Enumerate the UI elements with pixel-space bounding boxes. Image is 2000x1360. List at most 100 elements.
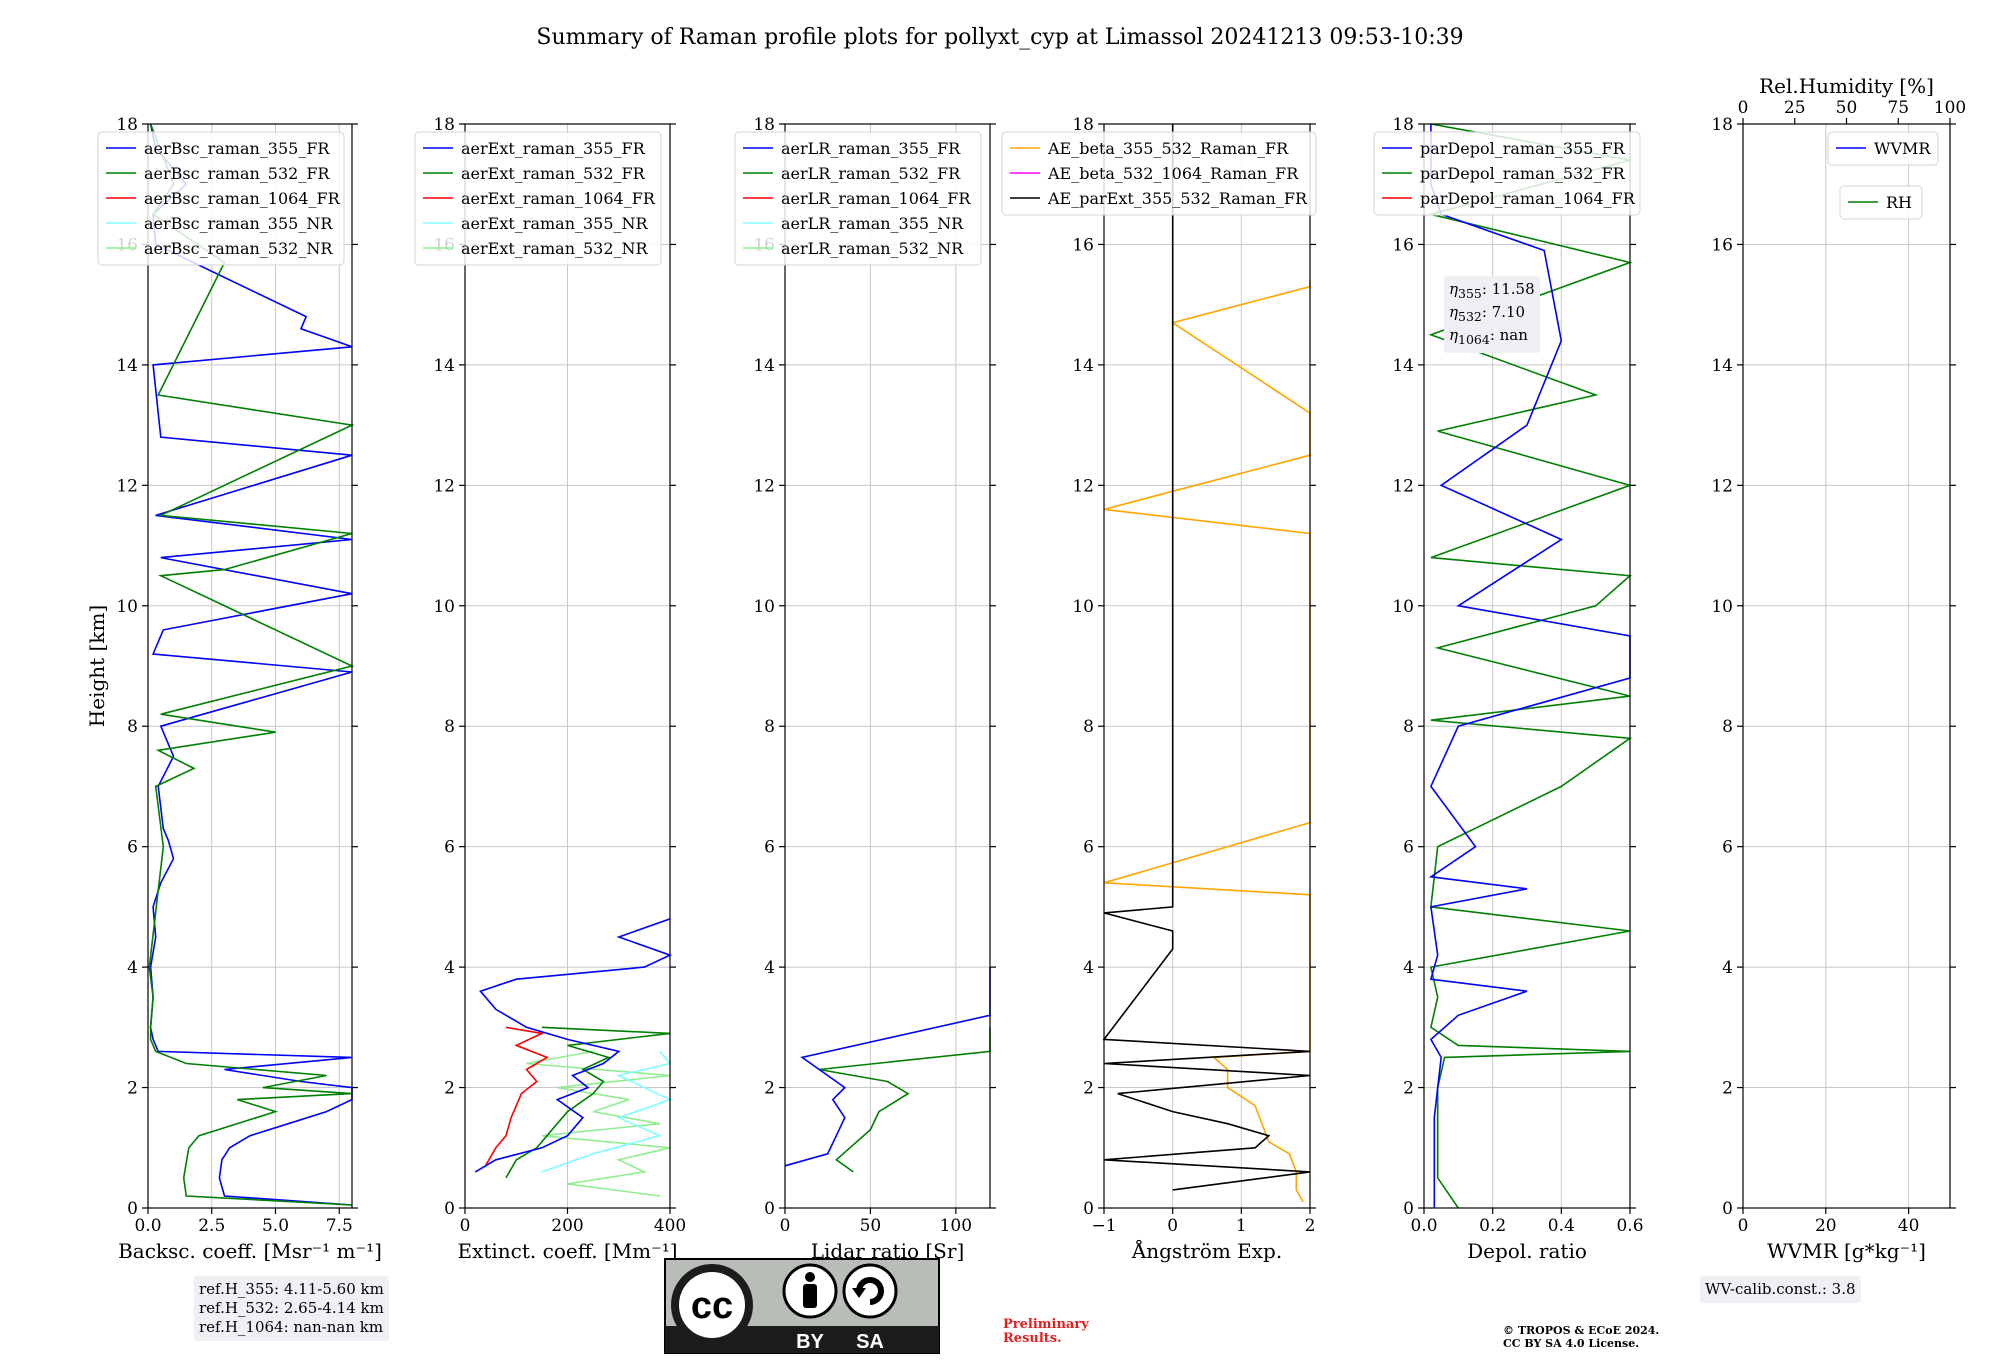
y-tick-label: 0: [127, 1199, 138, 1219]
y-tick-label: 2: [127, 1079, 138, 1099]
y-tick-label: 14: [1072, 356, 1094, 376]
plot-frame: [784, 123, 991, 1209]
legend-label: aerBsc_raman_532_FR: [144, 164, 330, 183]
legend-label: aerBsc_raman_532_NR: [144, 239, 333, 258]
y-tick-label: 12: [1711, 476, 1733, 496]
ref-h-1064: ref.H_1064: nan-nan km: [199, 1318, 384, 1336]
y-tick-label: 8: [127, 717, 138, 737]
y-tick-label: 6: [1722, 838, 1733, 858]
cc-by-sa-logo: cc BY SA: [664, 1258, 940, 1354]
top-x-axis-label: Rel.Humidity [%]: [1759, 74, 1934, 98]
y-tick-label: 6: [127, 838, 138, 858]
reference-height-box: ref.H_355: 4.11-5.60 km ref.H_532: 2.65-…: [194, 1276, 389, 1341]
x-tick-label: 2: [1305, 1216, 1316, 1236]
top-x-tick-label: 50: [1836, 98, 1858, 118]
legend-wvmr: WVMR: [1827, 131, 1939, 166]
y-tick-label: 0: [1722, 1199, 1733, 1219]
figure-title: Summary of Raman profile plots for polly…: [536, 25, 1463, 50]
legend-label: aerLR_raman_1064_FR: [781, 189, 971, 208]
preliminary-line-1: Preliminary: [1003, 1317, 1089, 1332]
plot-frame: [1423, 123, 1631, 1209]
series-line-aerExt_raman_355_FR: [474, 918, 673, 1173]
y-tick-label: 10: [1392, 597, 1414, 617]
x-tick-label: 0.4: [1548, 1216, 1575, 1236]
legend-label: parDepol_raman_532_FR: [1420, 164, 1626, 183]
legend-dep: parDepol_raman_355_FR parDepol_raman_532_…: [1373, 131, 1641, 216]
y-tick-label: 18: [1072, 115, 1094, 135]
y-tick-label: 18: [753, 115, 775, 135]
top-x-tick-label: 25: [1784, 98, 1806, 118]
y-tick-label: 2: [1083, 1079, 1094, 1099]
x-axis-label: Backsc. coeff. [Msr⁻¹ m⁻¹]: [118, 1239, 382, 1263]
y-tick-label: 16: [1072, 235, 1094, 255]
y-tick-label: 10: [433, 597, 455, 617]
x-tick-label: 0: [1167, 1216, 1178, 1236]
legend-label: AE_parExt_355_532_Raman_FR: [1047, 189, 1308, 208]
x-axis-label: Depol. ratio: [1467, 1239, 1587, 1263]
legend-label: aerLR_raman_355_FR: [781, 139, 961, 158]
by-label: BY: [796, 1331, 824, 1353]
legend-label: parDepol_raman_355_FR: [1420, 139, 1626, 158]
y-tick-label: 8: [1403, 717, 1414, 737]
series-line-aerExt_raman_1064_FR: [484, 1026, 549, 1167]
legend-ext: aerExt_raman_355_FR aerExt_raman_532_FRae…: [414, 131, 662, 266]
legend-label: aerLR_raman_532_FR: [781, 164, 961, 183]
y-tick-label: 18: [1392, 115, 1414, 135]
y-tick-label: 2: [1403, 1079, 1414, 1099]
legend-label: aerExt_raman_1064_FR: [461, 189, 656, 208]
y-tick-label: 2: [444, 1079, 455, 1099]
y-tick-label: 4: [764, 958, 775, 978]
y-tick-label: 8: [764, 717, 775, 737]
legend-label: WVMR: [1874, 139, 1931, 158]
chart-panel-dep: 0 2 4 6 8 10 12 14 16 18 0.0 0.2 0.4 0.6 Depol. ratio p…: [1373, 115, 1644, 1263]
x-tick-label: 0: [1738, 1216, 1749, 1236]
legend-label: AE_beta_355_532_Raman_FR: [1047, 139, 1289, 158]
sa-arrow-head: [852, 1288, 866, 1298]
y-tick-label: 10: [1072, 597, 1094, 617]
y-tick-label: 6: [444, 838, 455, 858]
x-tick-label: 5.0: [262, 1216, 289, 1236]
top-x-tick-label: 100: [1934, 98, 1966, 118]
y-tick-label: 18: [1711, 115, 1733, 135]
by-person-head: [805, 1272, 815, 1282]
legend-rh: RH: [1839, 185, 1923, 220]
legend-box: [1827, 131, 1939, 166]
plot-frame: [1742, 123, 1951, 1209]
y-tick-label: 10: [1711, 597, 1733, 617]
y-tick-label: 6: [764, 838, 775, 858]
legend-box: [414, 131, 662, 266]
legend-label: aerExt_raman_532_FR: [461, 164, 646, 183]
eta-532-value: : 7.10: [1481, 303, 1526, 321]
top-x-tick-label: 0: [1738, 98, 1749, 118]
sa-arrow-arc: [856, 1277, 884, 1305]
x-tick-label: 200: [551, 1216, 583, 1236]
cc-inner-circle: [679, 1272, 745, 1338]
eta-1064-value: : nan: [1489, 326, 1528, 344]
legend-label: aerLR_raman_355_NR: [781, 214, 964, 233]
y-tick-label: 14: [116, 356, 138, 376]
series-line-AE_parExt_355_532_Raman_FR: [1102, 124, 1311, 1191]
x-tick-label: 0.6: [1616, 1216, 1643, 1236]
x-tick-label: 20: [1815, 1216, 1837, 1236]
y-tick-label: 0: [1403, 1199, 1414, 1219]
x-tick-label: 400: [654, 1216, 686, 1236]
x-tick-label: 50: [860, 1216, 882, 1236]
series-line-aerLR_raman_532_FR: [819, 1027, 991, 1173]
y-tick-label: 18: [433, 115, 455, 135]
series-line-parDepol_raman_355_FR: [1428, 124, 1631, 1208]
x-tick-label: 0.0: [134, 1216, 161, 1236]
legend-ae: AE_beta_355_532_Raman_FR AE_beta_532_1064…: [1001, 131, 1317, 216]
legend-box: [97, 131, 345, 266]
series-line-aerBsc_raman_532_FR: [148, 123, 355, 1206]
y-tick-label: 0: [764, 1199, 775, 1219]
eta-355-value: : 11.58: [1481, 280, 1535, 298]
sa-label: SA: [856, 1331, 884, 1353]
y-tick-label: 12: [1072, 476, 1094, 496]
y-tick-label: 8: [1722, 717, 1733, 737]
ref-h-355: ref.H_355: 4.11-5.60 km: [199, 1280, 384, 1298]
legend-label: aerBsc_raman_355_FR: [144, 139, 330, 158]
y-tick-label: 18: [116, 115, 138, 135]
series-line-parDepol_raman_532_FR: [1428, 123, 1633, 1209]
